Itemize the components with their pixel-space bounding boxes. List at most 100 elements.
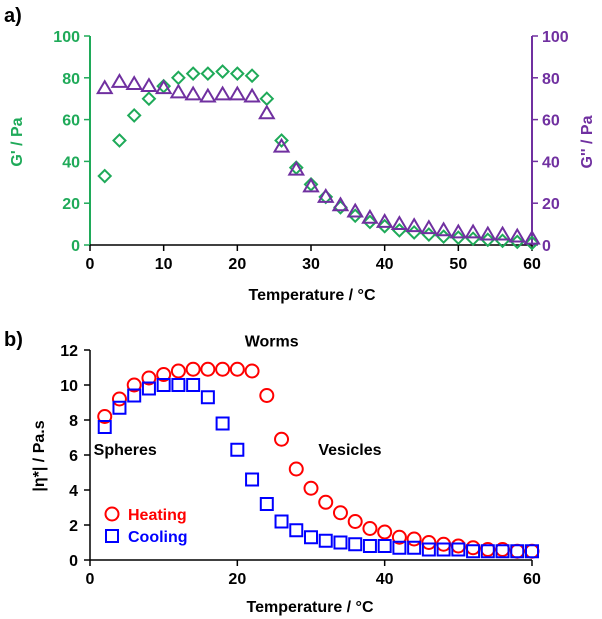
- panel-a-left-tick-label: 100: [53, 29, 80, 46]
- g-prime-point: [274, 133, 289, 148]
- panel-a-x-tick-label: 40: [376, 256, 394, 273]
- g-double-prime-point: [125, 75, 143, 90]
- g-double-prime-point: [449, 223, 468, 239]
- cooling-point: [421, 542, 436, 557]
- g-double-prime-point: [390, 215, 409, 230]
- panel-a-x-tick-label: 30: [302, 256, 320, 273]
- legend-cooling-marker: [105, 529, 119, 543]
- cooling-point: [362, 539, 377, 553]
- panel-b-legend: Heating Cooling: [104, 506, 188, 546]
- cooling-point: [480, 544, 495, 559]
- g-prime-point: [126, 108, 142, 123]
- g-double-prime-point: [258, 104, 276, 120]
- legend-cooling-label: Cooling: [128, 529, 188, 546]
- panel-a-x-tick-label: 10: [155, 256, 173, 273]
- g-double-prime-point: [508, 227, 527, 243]
- g-double-prime-point: [361, 208, 379, 224]
- panel-a-right-tick-label: 0: [542, 238, 551, 255]
- heating-point: [229, 361, 245, 377]
- panel-b-x-tick-label: 60: [523, 571, 541, 588]
- cooling-point: [436, 542, 451, 557]
- cooling-point: [156, 378, 171, 392]
- panel-b-y-tick-label: 10: [60, 378, 78, 395]
- heating-point: [126, 377, 142, 393]
- g-prime-point: [200, 66, 216, 82]
- g-prime-point: [229, 66, 245, 82]
- g-prime-point: [377, 218, 393, 234]
- g-double-prime-point: [464, 223, 482, 239]
- g-double-prime-point: [169, 83, 188, 99]
- panel-a-x-tick-label: 20: [228, 256, 246, 273]
- cooling-point: [141, 381, 156, 396]
- g-prime-point: [112, 133, 127, 148]
- cooling-point: [127, 388, 142, 403]
- panel-a-left-tick-label: 60: [62, 113, 80, 130]
- g-double-prime-point: [154, 79, 173, 95]
- heating-point: [259, 388, 275, 403]
- annotation-vesicles: Vesicles: [318, 442, 381, 459]
- g-double-prime-point: [331, 196, 350, 212]
- panel-b: b) Temperature / °C |η*| / Pa.s 0 2 4 6 8 10 1…: [4, 329, 541, 616]
- g-double-prime-point: [316, 187, 335, 203]
- panel-a-right-tick-label: 40: [542, 154, 560, 171]
- g-double-prime-point: [272, 137, 291, 153]
- panel-b-y-tick-label: 12: [60, 343, 78, 360]
- panel-a-right-tick-label: 20: [542, 196, 560, 213]
- g-prime-point: [185, 66, 201, 82]
- heating-point: [200, 361, 216, 377]
- g-double-prime-point: [375, 213, 394, 228]
- panel-a: a) Temperature / °C G' / Pa G'' / Pa 0 02…: [4, 5, 596, 304]
- g-prime-point: [480, 232, 496, 248]
- cooling-point: [525, 544, 539, 559]
- panel-a-x-tick-label: 50: [449, 256, 467, 273]
- heating-point: [406, 531, 422, 547]
- g-prime-point: [509, 234, 525, 250]
- g-double-prime-point: [287, 160, 306, 176]
- panel-b-tick-labels: 0 2 4 6 8 10 12 0 20 40 60: [60, 343, 541, 588]
- g-double-prime-point: [95, 79, 114, 95]
- g-prime-point: [170, 70, 186, 86]
- g-prime-point: [450, 230, 466, 246]
- g-prime-point: [215, 64, 231, 79]
- panel-b-x-tick-label: 20: [228, 571, 246, 588]
- g-prime-point: [97, 168, 113, 184]
- cooling-point: [200, 390, 215, 405]
- g-prime-point: [141, 91, 157, 107]
- g-double-prime-point: [140, 77, 158, 93]
- cooling-point: [245, 472, 260, 487]
- cooling-point: [304, 530, 318, 545]
- cooling-point: [97, 420, 112, 434]
- heating-point: [274, 431, 290, 447]
- g-double-prime-point: [184, 85, 202, 101]
- panel-b-y-tick-label: 8: [69, 413, 78, 430]
- cooling-point: [495, 544, 510, 559]
- panel-b-y-tick-label: 0: [69, 553, 78, 570]
- g-prime-point: [524, 235, 540, 251]
- g-double-prime-point: [228, 85, 247, 101]
- g-prime-point: [347, 208, 363, 224]
- panel-b-ylabel: |η*| / Pa.s: [31, 420, 48, 491]
- panel-a-left-tick-label: 80: [62, 71, 80, 88]
- cooling-point: [259, 497, 274, 511]
- heating-point: [111, 391, 127, 407]
- panel-b-x-tick-label: 0: [86, 571, 95, 588]
- cooling-point: [407, 540, 422, 555]
- heating-point: [185, 361, 201, 377]
- cooling-point: [289, 523, 304, 538]
- panel-b-axes: [84, 349, 533, 566]
- panel-b-y-tick-label: 6: [69, 448, 78, 465]
- cooling-point: [510, 544, 525, 559]
- g-double-prime-point: [199, 87, 217, 103]
- g-double-prime-point: [523, 229, 541, 245]
- heating-point: [170, 363, 186, 379]
- g-prime-point: [362, 214, 378, 230]
- legend-heating-label: Heating: [128, 507, 187, 524]
- g-prime-point: [259, 91, 275, 107]
- panel-a-axes: [84, 35, 538, 251]
- heating-point: [362, 521, 378, 536]
- cooling-point: [215, 416, 230, 431]
- g-double-prime-point: [479, 225, 497, 241]
- cooling-point: [348, 537, 363, 552]
